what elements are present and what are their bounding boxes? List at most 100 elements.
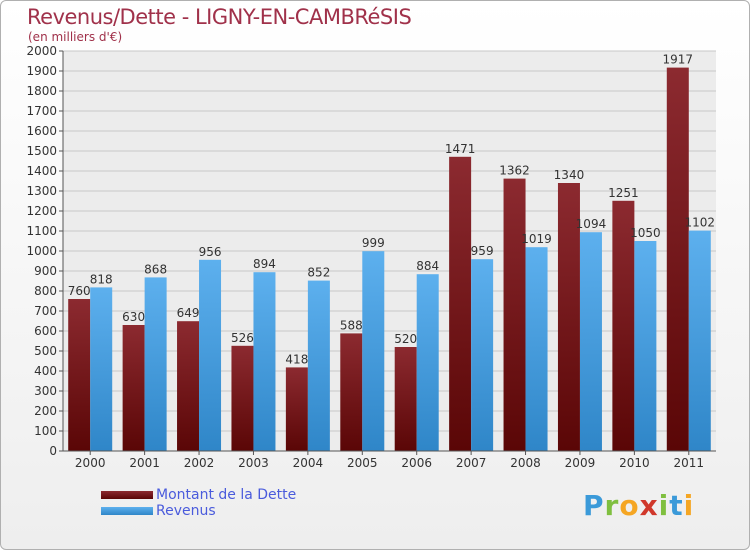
bar-revenue bbox=[471, 259, 494, 451]
data-label-revenue: 956 bbox=[199, 245, 222, 259]
bar-revenue bbox=[144, 277, 167, 451]
x-tick-label: 2011 bbox=[674, 456, 705, 470]
bar-revenue bbox=[199, 259, 222, 451]
logo-letter: i bbox=[683, 489, 695, 522]
bar-revenue bbox=[525, 247, 548, 451]
x-tick-label: 2002 bbox=[184, 456, 215, 470]
bar-debt bbox=[340, 333, 363, 451]
x-tick-label: 2009 bbox=[565, 456, 596, 470]
y-tick-label: 2000 bbox=[26, 44, 57, 58]
bar-debt bbox=[122, 325, 145, 451]
data-label-debt: 1340 bbox=[554, 168, 585, 182]
bar-revenue bbox=[307, 280, 330, 451]
data-label-debt: 588 bbox=[340, 318, 363, 332]
bar-debt bbox=[394, 347, 417, 451]
data-label-revenue: 959 bbox=[471, 244, 494, 258]
y-tick-label: 1700 bbox=[26, 104, 57, 118]
proxiti-logo: Proxiti bbox=[583, 489, 694, 522]
x-tick-label: 2000 bbox=[75, 456, 106, 470]
data-label-revenue: 1094 bbox=[576, 217, 607, 231]
logo-letter: i bbox=[658, 489, 670, 522]
bar-debt bbox=[557, 183, 580, 451]
y-tick-label: 200 bbox=[34, 404, 57, 418]
y-tick-label: 400 bbox=[34, 364, 57, 378]
logo-letter: P bbox=[583, 489, 605, 522]
data-label-debt: 1362 bbox=[499, 164, 530, 178]
y-tick-label: 1600 bbox=[26, 124, 57, 138]
x-tick-label: 2001 bbox=[129, 456, 160, 470]
logo-letter: r bbox=[604, 489, 620, 522]
bar-debt bbox=[231, 345, 254, 451]
y-tick-label: 1100 bbox=[26, 224, 57, 238]
y-tick-label: 1000 bbox=[26, 244, 57, 258]
x-tick-label: 2005 bbox=[347, 456, 378, 470]
data-label-revenue: 894 bbox=[253, 257, 276, 271]
bar-revenue bbox=[634, 241, 657, 451]
legend-swatch-debt bbox=[101, 491, 153, 499]
bar-revenue bbox=[579, 232, 602, 451]
bar-revenue bbox=[253, 272, 276, 451]
y-tick-label: 1400 bbox=[26, 164, 57, 178]
data-label-debt: 760 bbox=[68, 284, 91, 298]
data-label-debt: 520 bbox=[394, 332, 417, 346]
legend-label-debt: Montant de la Dette bbox=[156, 487, 297, 503]
data-label-debt: 526 bbox=[231, 331, 254, 345]
y-tick-label: 300 bbox=[34, 384, 57, 398]
data-label-revenue: 852 bbox=[307, 266, 330, 280]
data-label-debt: 418 bbox=[285, 352, 308, 366]
x-tick-label: 2007 bbox=[456, 456, 487, 470]
bar-debt bbox=[449, 156, 472, 452]
bar-debt bbox=[612, 200, 635, 451]
bar-debt bbox=[177, 321, 200, 451]
y-tick-label: 1800 bbox=[26, 84, 57, 98]
legend-swatch-revenue bbox=[101, 507, 153, 515]
bar-debt bbox=[68, 299, 91, 451]
y-tick-label: 1900 bbox=[26, 64, 57, 78]
data-label-revenue: 999 bbox=[362, 236, 385, 250]
bar-revenue bbox=[416, 274, 439, 451]
y-tick-label: 800 bbox=[34, 284, 57, 298]
data-label-debt: 649 bbox=[177, 306, 200, 320]
bar-chart: 0 100 200 300 400 500 600 700 800 900 1000 1100 1200… bbox=[26, 44, 716, 470]
logo-letter: t bbox=[669, 489, 684, 522]
x-tick-label: 2003 bbox=[238, 456, 269, 470]
y-tick-label: 0 bbox=[49, 444, 57, 458]
y-tick-label: 1500 bbox=[26, 144, 57, 158]
legend-label-revenue: Revenus bbox=[156, 503, 216, 519]
y-tick-label: 1200 bbox=[26, 204, 57, 218]
logo-letter: x bbox=[639, 489, 659, 522]
y-tick-label: 1300 bbox=[26, 184, 57, 198]
y-tick-label: 500 bbox=[34, 344, 57, 358]
grid-lines bbox=[63, 50, 716, 452]
data-label-debt: 630 bbox=[122, 310, 145, 324]
x-tick-label: 2006 bbox=[401, 456, 432, 470]
bar-revenue bbox=[362, 251, 385, 451]
bar-revenue bbox=[90, 287, 113, 451]
x-tick-label: 2008 bbox=[510, 456, 541, 470]
data-label-debt: 1471 bbox=[445, 142, 476, 156]
chart-subtitle: (en milliers d'€) bbox=[28, 30, 123, 44]
chart-title: Revenus/Dette - LIGNY-EN-CAMBRéSIS bbox=[27, 5, 412, 29]
data-label-debt: 1251 bbox=[608, 186, 639, 200]
y-tick-label: 900 bbox=[34, 264, 57, 278]
data-label-revenue: 1102 bbox=[685, 216, 716, 230]
data-label-revenue: 884 bbox=[416, 259, 439, 273]
data-label-revenue: 1050 bbox=[630, 226, 661, 240]
data-label-revenue: 868 bbox=[144, 262, 167, 276]
y-axis: 0 100 200 300 400 500 600 700 800 900 1000 1100 1200… bbox=[26, 44, 64, 458]
data-label-debt: 1917 bbox=[663, 53, 694, 67]
bar-revenue bbox=[688, 230, 711, 451]
logo-letter: o bbox=[619, 489, 640, 522]
x-axis: 2000 2001 2002 2003 2004 2005 2006 2007 2008 2009… bbox=[63, 450, 716, 470]
data-label-revenue: 1019 bbox=[521, 232, 552, 246]
y-tick-label: 700 bbox=[34, 304, 57, 318]
y-tick-label: 100 bbox=[34, 424, 57, 438]
x-tick-label: 2010 bbox=[619, 456, 650, 470]
x-tick-label: 2004 bbox=[293, 456, 324, 470]
bar-debt bbox=[666, 67, 689, 451]
data-label-revenue: 818 bbox=[90, 272, 113, 286]
bar-debt bbox=[285, 367, 308, 451]
bar-debt bbox=[503, 178, 526, 451]
